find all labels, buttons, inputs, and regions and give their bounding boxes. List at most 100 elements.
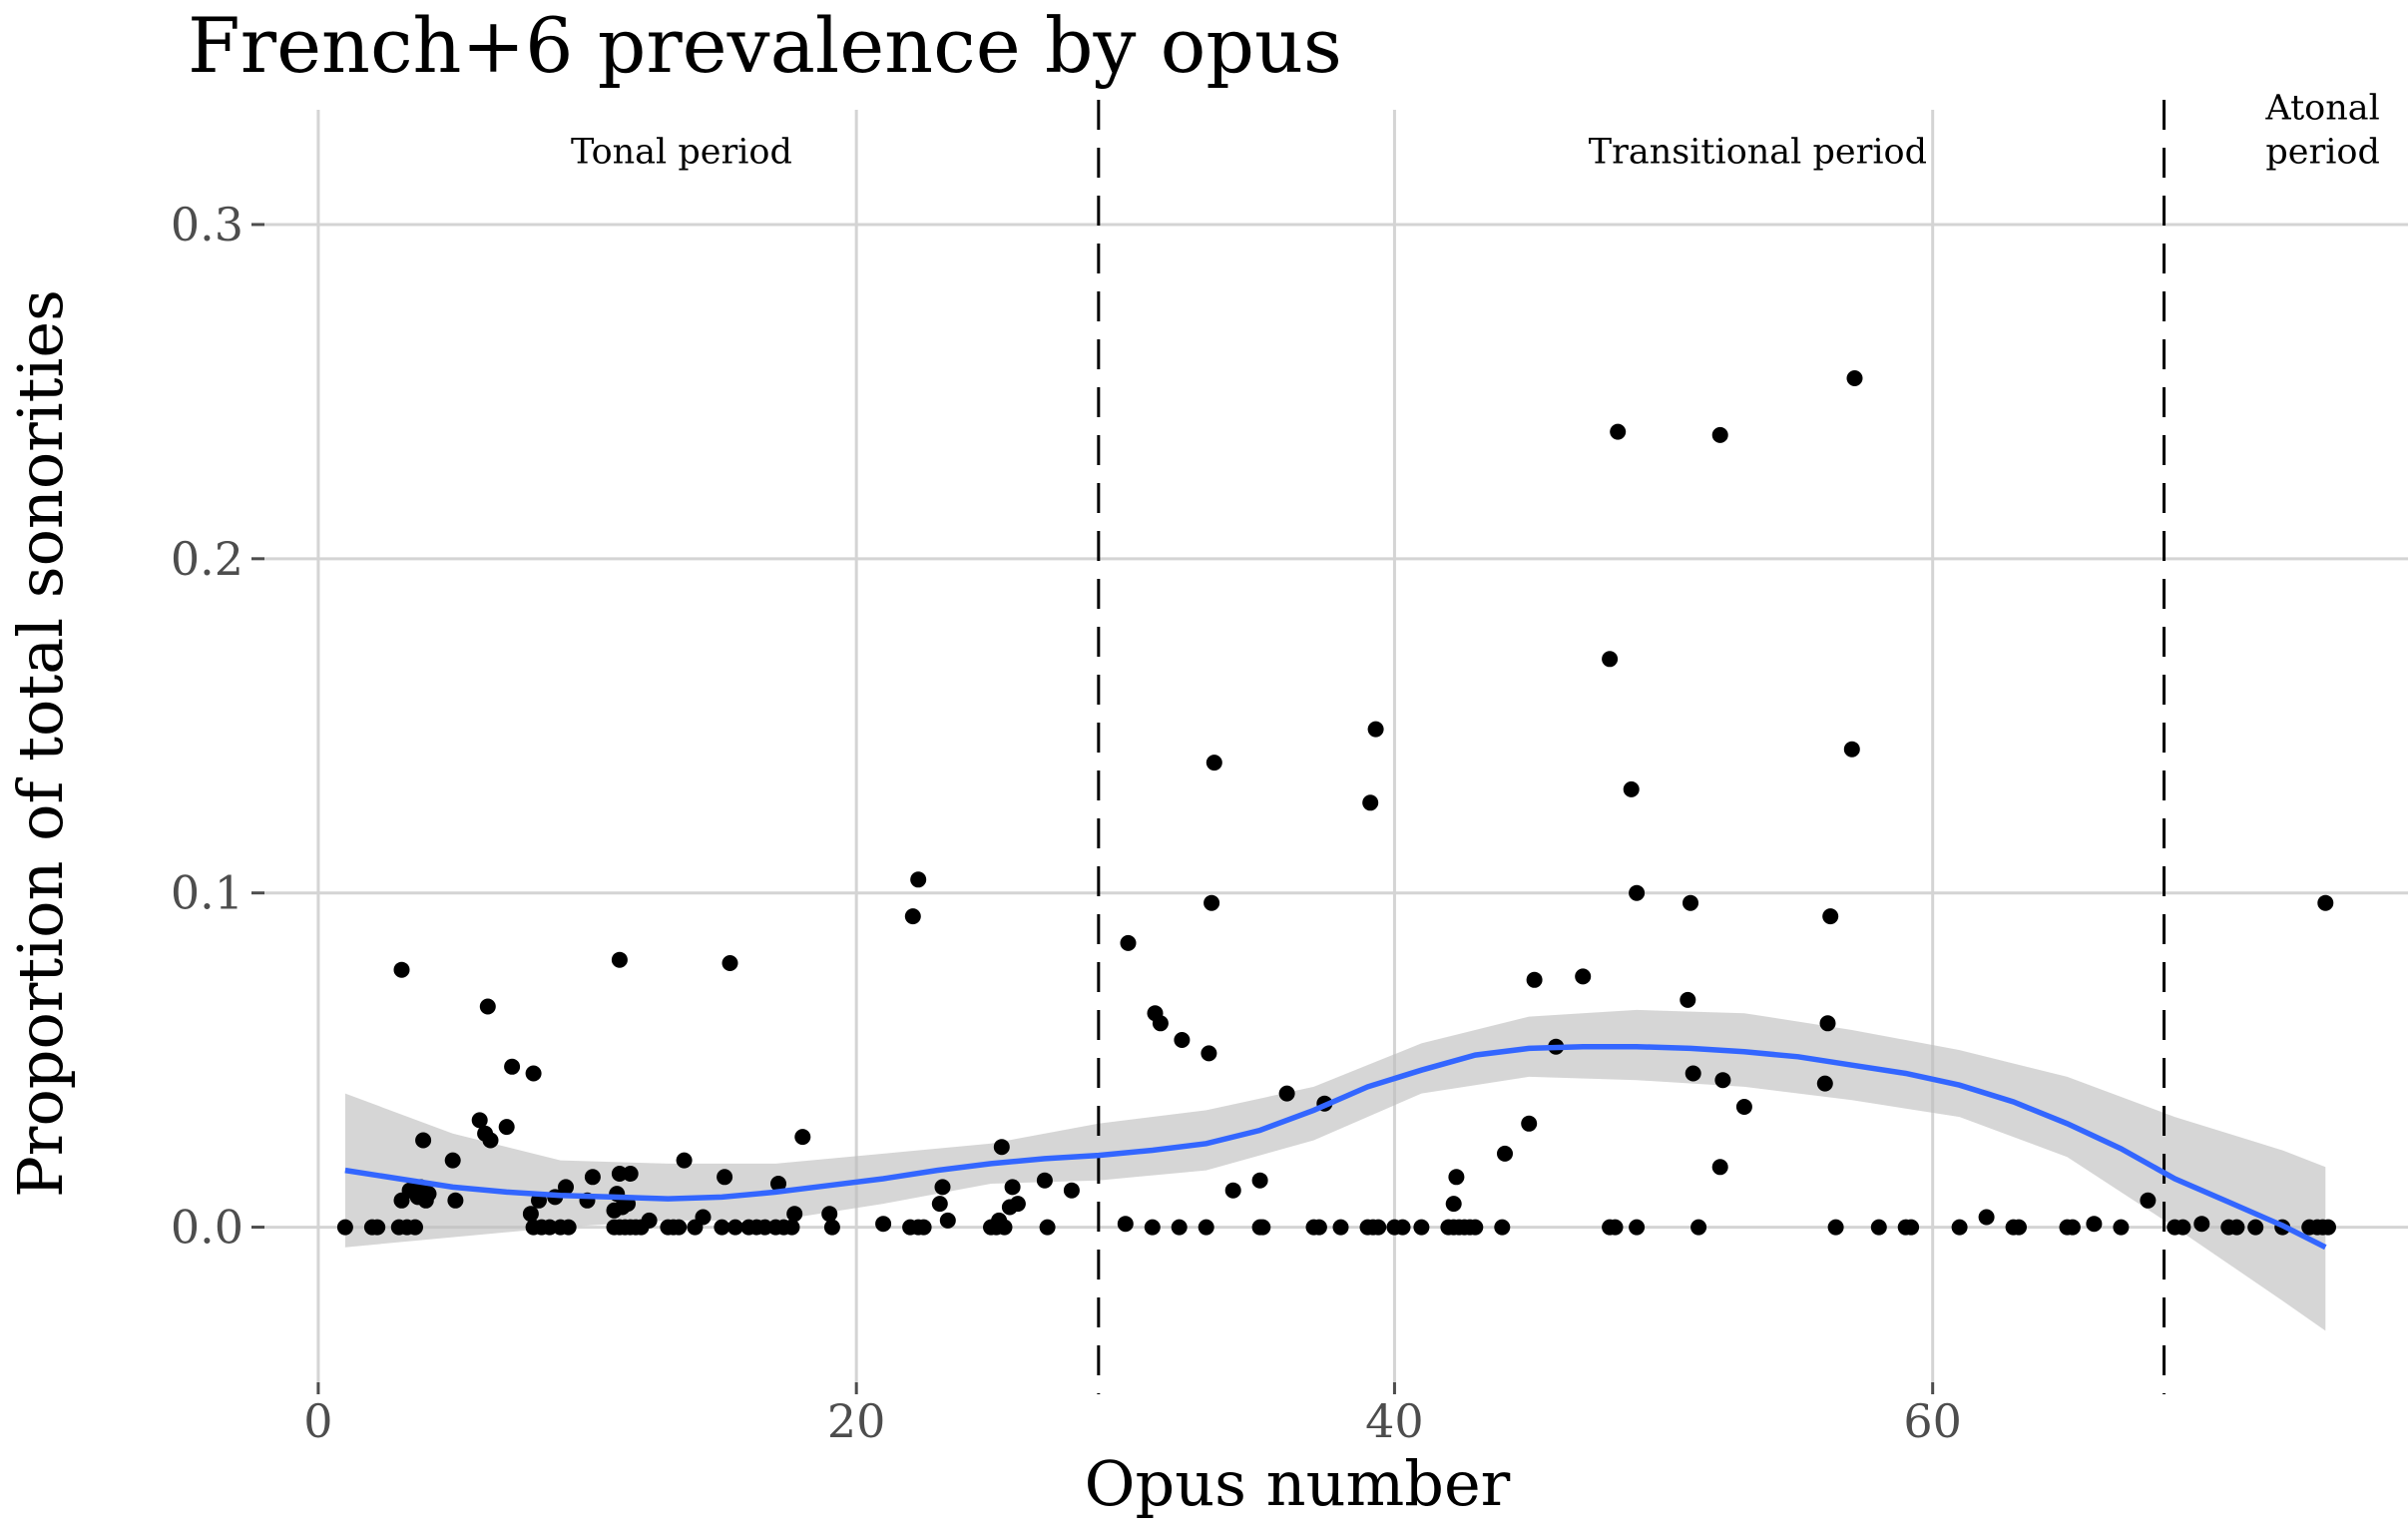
data-point [1822,908,1839,925]
data-point [1610,423,1627,440]
data-point [1978,1209,1995,1226]
data-point [1394,1219,1411,1236]
data-point [1607,1219,1624,1236]
data-point [522,1206,539,1223]
y-tick-label: 0.2 [171,532,243,586]
confidence-band-area [344,1009,2326,1331]
data-point [1494,1219,1511,1236]
period-annotation: period [2265,132,2380,172]
data-point [1467,1219,1484,1236]
period-boundaries [1097,100,2167,1394]
chart-title: French+6 prevalence by opus [188,1,1342,90]
x-tick-label: 0 [303,1394,332,1448]
data-point [1117,1216,1134,1233]
data-point [1735,1099,1752,1115]
smooth-fit-line [344,1043,2327,1251]
data-point [915,1219,932,1236]
data-point [2113,1219,2130,1236]
data-point [726,1219,743,1236]
data-point [482,1132,499,1149]
y-tick-label: 0.0 [171,1201,243,1255]
data-point [1629,884,1646,901]
data-point [369,1219,386,1236]
data-point [1204,894,1220,911]
data-point [1497,1145,1513,1162]
data-point [2086,1216,2103,1233]
data-point [1120,934,1137,951]
data-point [1602,651,1619,668]
data-point [1201,1045,1217,1062]
data-point [991,1212,1008,1229]
data-point [393,961,410,978]
data-points [336,370,2336,1236]
data-point [993,1139,1010,1156]
data-point [1254,1219,1271,1236]
data-point [786,1206,803,1223]
data-point [1174,1032,1191,1048]
x-tick-label: 40 [1365,1394,1424,1448]
data-point [770,1176,786,1192]
data-point [934,1179,951,1196]
data-point [1009,1196,1026,1213]
data-point [1152,1015,1169,1032]
data-point [2320,1219,2336,1236]
data-point [939,1212,956,1229]
data-point [722,955,738,971]
data-point [1144,1219,1161,1236]
x-tick-label: 20 [827,1394,886,1448]
y-tick-label: 0.3 [171,198,243,252]
axis-ticks: 0 20 40 60 0.0 0.1 0.2 0.3 [171,198,1962,1448]
data-point [2140,1192,2157,1209]
data-point [823,1219,840,1236]
period-annotations: Tonal period Transitional period Atonalper… [571,89,2380,173]
data-point [1445,1196,1462,1213]
data-point [1690,1219,1707,1236]
data-point [498,1119,515,1136]
data-point [1198,1219,1214,1236]
data-point [641,1212,658,1229]
data-point [584,1169,601,1186]
data-point [2174,1219,2191,1236]
data-point [1039,1219,1056,1236]
data-point [407,1219,423,1236]
data-point [1310,1219,1327,1236]
data-point [1711,426,1728,443]
data-point [783,1219,800,1236]
data-point [1526,971,1543,988]
data-point [875,1216,892,1233]
data-point [1903,1219,1920,1236]
data-point [1278,1085,1295,1102]
x-axis-title: Opus number [1085,1447,1511,1520]
data-point [695,1209,712,1226]
data-point [1714,1072,1731,1089]
data-point [1332,1219,1349,1236]
data-point [504,1058,521,1075]
data-point [2011,1219,2027,1236]
data-point [1951,1219,1968,1236]
data-point [1362,794,1379,811]
data-point [1367,721,1384,738]
data-point [1004,1179,1021,1196]
data-point [1036,1172,1053,1189]
data-point [1629,1219,1646,1236]
data-point [622,1166,639,1182]
data-point [1711,1159,1728,1176]
data-point [1251,1172,1268,1189]
data-point [1843,741,1860,758]
data-point [1685,1065,1701,1082]
data-point [2064,1219,2081,1236]
smooth-line [344,1043,2327,1251]
data-point [525,1065,542,1082]
data-point [904,908,921,925]
data-point [1846,370,1863,386]
data-point [471,1112,488,1129]
data-point [1680,991,1696,1008]
data-point [1819,1015,1836,1032]
data-point [1683,894,1698,911]
data-point [717,1169,733,1186]
data-point [336,1219,353,1236]
data-point [1827,1219,1844,1236]
period-annotation: Atonal [2264,89,2379,129]
data-point [1413,1219,1430,1236]
